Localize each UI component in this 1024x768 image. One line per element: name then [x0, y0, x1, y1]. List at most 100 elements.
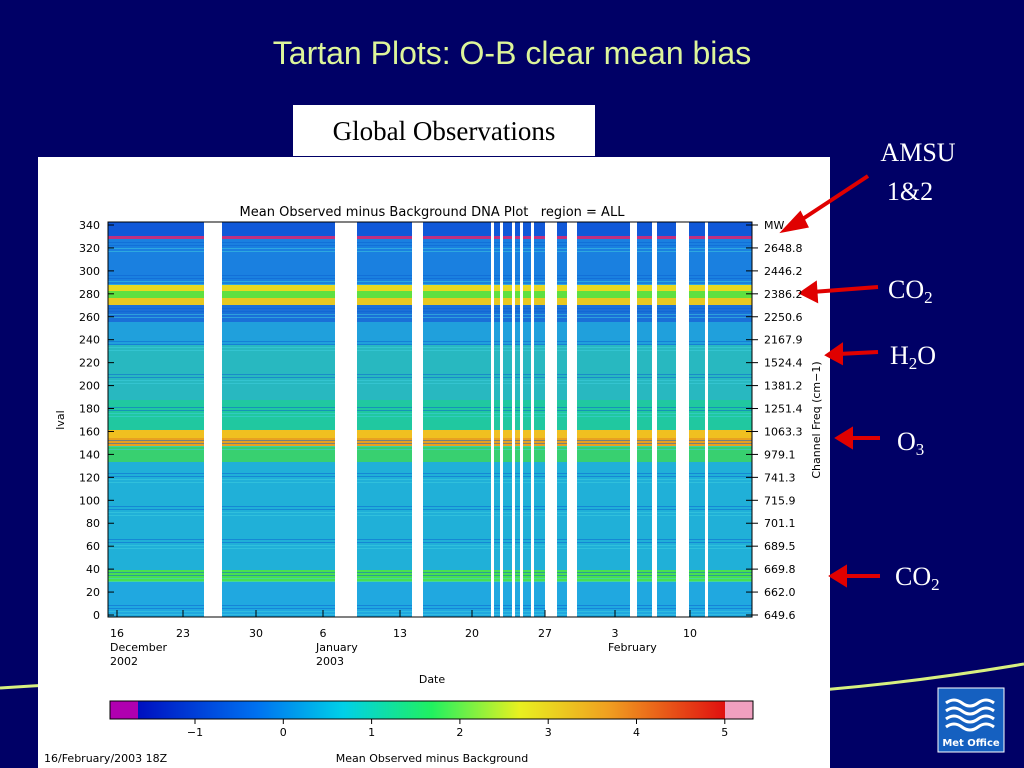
- data-gap: [412, 222, 423, 617]
- heat-stripe: [108, 539, 752, 540]
- y2-tick-label: 689.5: [764, 540, 796, 553]
- y2-tick-label: 669.8: [764, 563, 796, 576]
- x-tick-year: 2003: [316, 655, 344, 668]
- data-gap: [531, 222, 534, 617]
- slide-title: Tartan Plots: O-B clear mean bias: [273, 35, 751, 71]
- heat-stripe: [108, 581, 752, 582]
- heat-stripe: [108, 611, 752, 612]
- y-label: lval: [54, 410, 67, 429]
- annotation: AMSU: [880, 138, 955, 167]
- colorbar-tick-label: 4: [633, 726, 640, 739]
- heat-band: [108, 298, 752, 305]
- colorbar-high: [725, 701, 753, 719]
- y2-tick-label: 1063.3: [764, 425, 803, 438]
- y-tick-label: 180: [79, 403, 100, 416]
- heat-stripe: [108, 509, 752, 510]
- y-tick-label: 300: [79, 265, 100, 278]
- heat-stripe: [108, 281, 752, 282]
- arrow: [793, 174, 870, 226]
- heat-stripe: [108, 476, 752, 477]
- annotation-sub: 2: [931, 575, 940, 594]
- heat-stripe: [108, 311, 752, 312]
- y2-tick-label: 2386.2: [764, 288, 803, 301]
- x-tick-label: 30: [249, 627, 263, 640]
- plot-title: Mean Observed minus Background DNA Plot …: [240, 205, 626, 220]
- data-gap: [491, 222, 494, 617]
- heat-stripe: [108, 242, 752, 243]
- annotation-text: CO: [895, 562, 931, 591]
- annotation-text: H: [890, 341, 909, 370]
- heat-stripe: [108, 308, 752, 309]
- x-tick-month: January: [315, 641, 358, 654]
- plot-frame: [107, 221, 753, 618]
- annotation-sub: 2: [924, 288, 933, 307]
- data-gap: [567, 222, 577, 617]
- x-tick-label: 6: [320, 627, 327, 640]
- arrow: [811, 285, 879, 294]
- heat-stripe: [108, 482, 752, 483]
- heat-stripe: [108, 341, 752, 342]
- y-tick-label: 120: [79, 471, 100, 484]
- y-tick-label: 280: [79, 288, 100, 301]
- colorbar-tick-label: 0: [280, 726, 287, 739]
- heat-stripe: [108, 383, 752, 384]
- y-tick-label: 220: [79, 357, 100, 370]
- heatmap: [108, 222, 752, 617]
- y2-tick-label: 2648.8: [764, 242, 803, 255]
- annotation: O3: [897, 427, 924, 459]
- y2-tick-label: MW: [764, 219, 784, 232]
- y2-tick-label: 2167.9: [764, 334, 803, 347]
- y2-tick-label: 2250.6: [764, 311, 803, 324]
- heat-stripe: [108, 614, 752, 615]
- data-gap: [500, 222, 503, 617]
- data-gap: [705, 222, 708, 617]
- x-tick-year: 2002: [110, 655, 138, 668]
- annotation-text: CO: [888, 275, 924, 304]
- heat-stripe: [108, 380, 752, 381]
- data-gap: [630, 222, 637, 617]
- data-gap: [335, 222, 357, 617]
- heat-stripe: [108, 350, 752, 351]
- heat-stripe: [108, 605, 752, 606]
- y2-label: Channel Freq (cm−1): [810, 361, 823, 478]
- heat-stripe: [108, 278, 752, 279]
- logo-text: Met Office: [942, 738, 1000, 749]
- heat-stripe: [108, 413, 752, 414]
- y-tick-label: 240: [79, 334, 100, 347]
- heat-stripe: [108, 446, 752, 447]
- heat-band: [108, 438, 752, 446]
- logo: Met Office: [937, 687, 1005, 753]
- heat-stripe: [108, 314, 752, 315]
- x-tick-label: 27: [538, 627, 552, 640]
- colorbar-tick-label: 5: [721, 726, 728, 739]
- colorbar-tick-label: 2: [456, 726, 463, 739]
- annotation: CO2: [888, 275, 933, 307]
- data-gap: [652, 222, 657, 617]
- y-tick-label: 60: [86, 540, 100, 553]
- caption-box: [293, 105, 595, 156]
- y-tick-label: 100: [79, 494, 100, 507]
- caption: Global Observations: [333, 116, 556, 146]
- data-gap: [204, 222, 222, 617]
- heat-band: [108, 291, 752, 298]
- arrowhead: [798, 280, 819, 304]
- arrowhead: [824, 342, 843, 366]
- heat-stripe: [108, 377, 752, 378]
- y2-tick-label: 701.1: [764, 517, 796, 530]
- data-gap: [520, 222, 523, 617]
- logo-waves: [945, 698, 995, 732]
- heat-band: [108, 236, 752, 239]
- colorbar-tick-label: 3: [545, 726, 552, 739]
- x-label: Date: [419, 673, 446, 686]
- arrow: [837, 350, 879, 356]
- heat-band: [108, 222, 752, 236]
- heat-stripe: [108, 578, 752, 579]
- x-tick-label: 10: [683, 627, 697, 640]
- y2-tick-label: 1381.2: [764, 380, 803, 393]
- heat-stripe: [108, 473, 752, 474]
- y-tick-label: 160: [79, 425, 100, 438]
- annotation: H2O: [890, 341, 936, 373]
- heat-stripe: [108, 416, 752, 417]
- y-tick-label: 200: [79, 380, 100, 393]
- annotation: 1&2: [887, 177, 933, 206]
